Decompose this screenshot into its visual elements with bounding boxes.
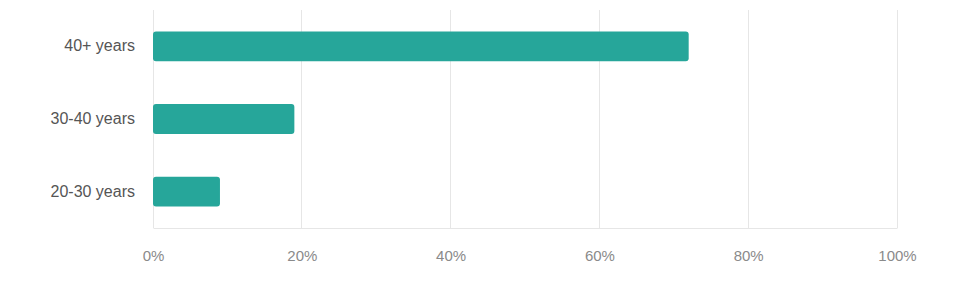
grid-line — [748, 10, 749, 228]
x-tick: 80% — [734, 228, 764, 264]
y-tick: 40+ years — [64, 37, 135, 54]
x-tick: 100% — [878, 228, 916, 264]
bar — [153, 177, 220, 207]
grid-line — [897, 10, 898, 228]
x-tick-label: 100% — [878, 247, 916, 264]
y-tick-label: 20-30 years — [51, 183, 136, 200]
x-tick-label: 40% — [436, 247, 466, 264]
x-tick: 0% — [143, 228, 165, 264]
chart: 0% 20% 40% 60% 80% 100% 40+ years 30-40 years 20… — [0, 0, 975, 292]
x-tick-label: 60% — [585, 247, 615, 264]
x-axis: 0% 20% 40% 60% 80% 100% — [143, 228, 917, 264]
y-axis: 40+ years 30-40 years 20-30 years — [51, 37, 136, 199]
bars — [153, 31, 689, 206]
x-tick: 20% — [287, 228, 317, 264]
x-tick: 40% — [436, 228, 466, 264]
x-tick-label: 80% — [734, 247, 764, 264]
x-tick: 60% — [585, 228, 615, 264]
x-tick-label: 0% — [143, 247, 165, 264]
bar — [153, 31, 689, 61]
y-tick-label: 30-40 years — [51, 110, 136, 127]
y-tick-label: 40+ years — [64, 37, 135, 54]
y-tick: 30-40 years — [51, 110, 136, 127]
x-axis-line — [154, 228, 898, 229]
x-tick-label: 20% — [287, 247, 317, 264]
bar — [153, 104, 294, 134]
y-tick: 20-30 years — [51, 183, 136, 200]
grid — [153, 10, 897, 228]
